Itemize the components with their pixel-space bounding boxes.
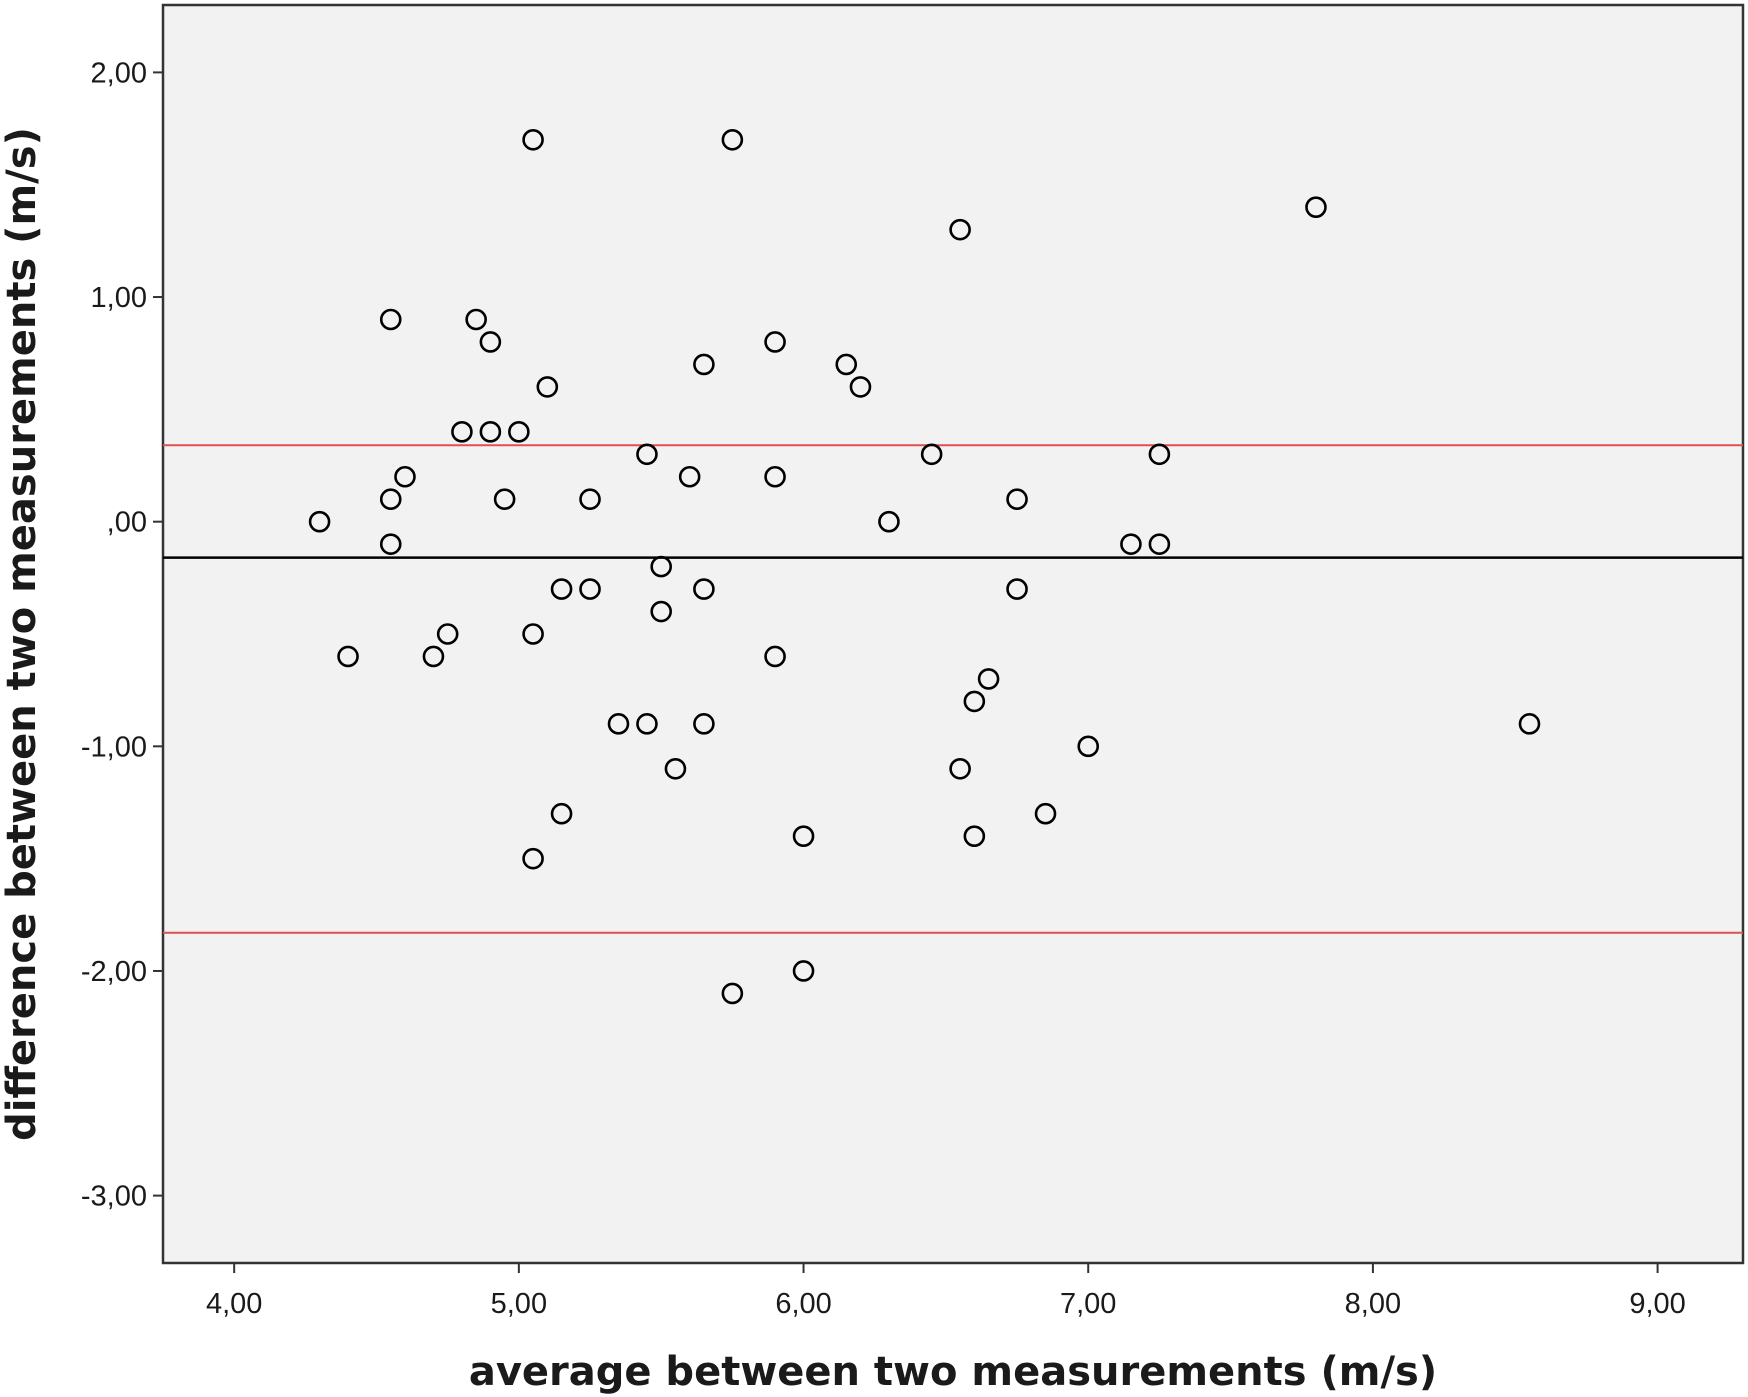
x-tick-label: 5,00 [491,1288,547,1320]
scatter-point [1077,735,1100,758]
scatter-point [1120,533,1142,555]
scatter-point [508,421,530,443]
data-points [308,128,1541,1005]
scatter-point [764,465,786,488]
scatter-point [308,510,331,533]
scatter-point [963,690,986,713]
scatter-point [721,982,744,1005]
scatter-point [920,443,943,466]
scatter-point [835,353,858,376]
y-axis: 2,00 1,00 ,00 -1,00 -2,00 -3,00 [81,57,163,1213]
y-tick-label: 1,00 [91,282,147,314]
y-axis-title: difference between two measurements (m/s… [0,127,45,1141]
scatter-point [522,623,544,645]
scatter-point [536,376,559,398]
scatter-point [693,713,715,735]
scatter-point [394,465,416,488]
scatter-point [522,128,544,151]
scatter-point [878,510,900,533]
scatter-point [422,645,445,668]
scatter-point [379,533,402,555]
scatter-point [963,825,986,847]
reference-lines [163,444,1743,934]
y-tick-label: ,00 [107,507,147,539]
y-tick-label: -1,00 [81,731,147,763]
scatter-point [337,645,359,668]
plot-area [161,3,1745,1265]
scatter-point [678,465,701,488]
scatter-point [1006,488,1028,511]
scatter-point [479,331,502,353]
y-tick-label: -2,00 [81,956,147,988]
scatter-point [550,578,573,600]
y-tick-label: 2,00 [91,57,147,89]
scatter-point [465,308,487,331]
x-axis: 4,00 5,00 6,00 7,00 8,00 9,00 [206,1263,1686,1320]
scatter-point [379,308,402,331]
scatter-point [977,668,1000,690]
scatter-point [1305,196,1327,218]
scatter-point [636,443,658,466]
scatter-point [1518,713,1541,735]
y-tick-label: -3,00 [81,1181,147,1213]
scatter-point [579,488,601,511]
scatter-point [650,600,672,623]
scatter-point [479,421,502,443]
scatter-point [550,802,573,825]
scatter-point [721,128,744,151]
scatter-point [949,757,971,780]
scatter-point [1148,533,1171,555]
scatter-point [636,713,658,735]
x-tick-label: 8,00 [1345,1288,1401,1320]
scatter-point [693,578,715,600]
scatter-point [849,376,872,398]
x-tick-label: 4,00 [206,1288,262,1320]
scatter-point [1034,802,1057,825]
scatter-point [1148,443,1171,466]
scatter-point [664,757,687,780]
x-tick-label: 7,00 [1060,1288,1116,1320]
scatter-point [764,331,786,353]
x-tick-label: 6,00 [775,1288,831,1320]
scatter-point [522,847,544,870]
scatter-point [379,488,402,511]
scatter-point [436,623,459,645]
scatter-point [792,825,815,847]
scatter-point [949,218,971,241]
scatter-point [650,555,672,578]
scatter-point [579,578,601,600]
scatter-point [764,645,786,668]
scatter-point [607,713,630,735]
x-axis-title: average between two measurements (m/s) [469,1349,1437,1395]
scatter-point [1006,578,1028,600]
scatter-point [493,488,516,511]
scatter-point [792,960,815,982]
scatter-point [693,353,715,376]
x-tick-label: 9,00 [1629,1288,1685,1320]
scatter-point [451,421,473,443]
